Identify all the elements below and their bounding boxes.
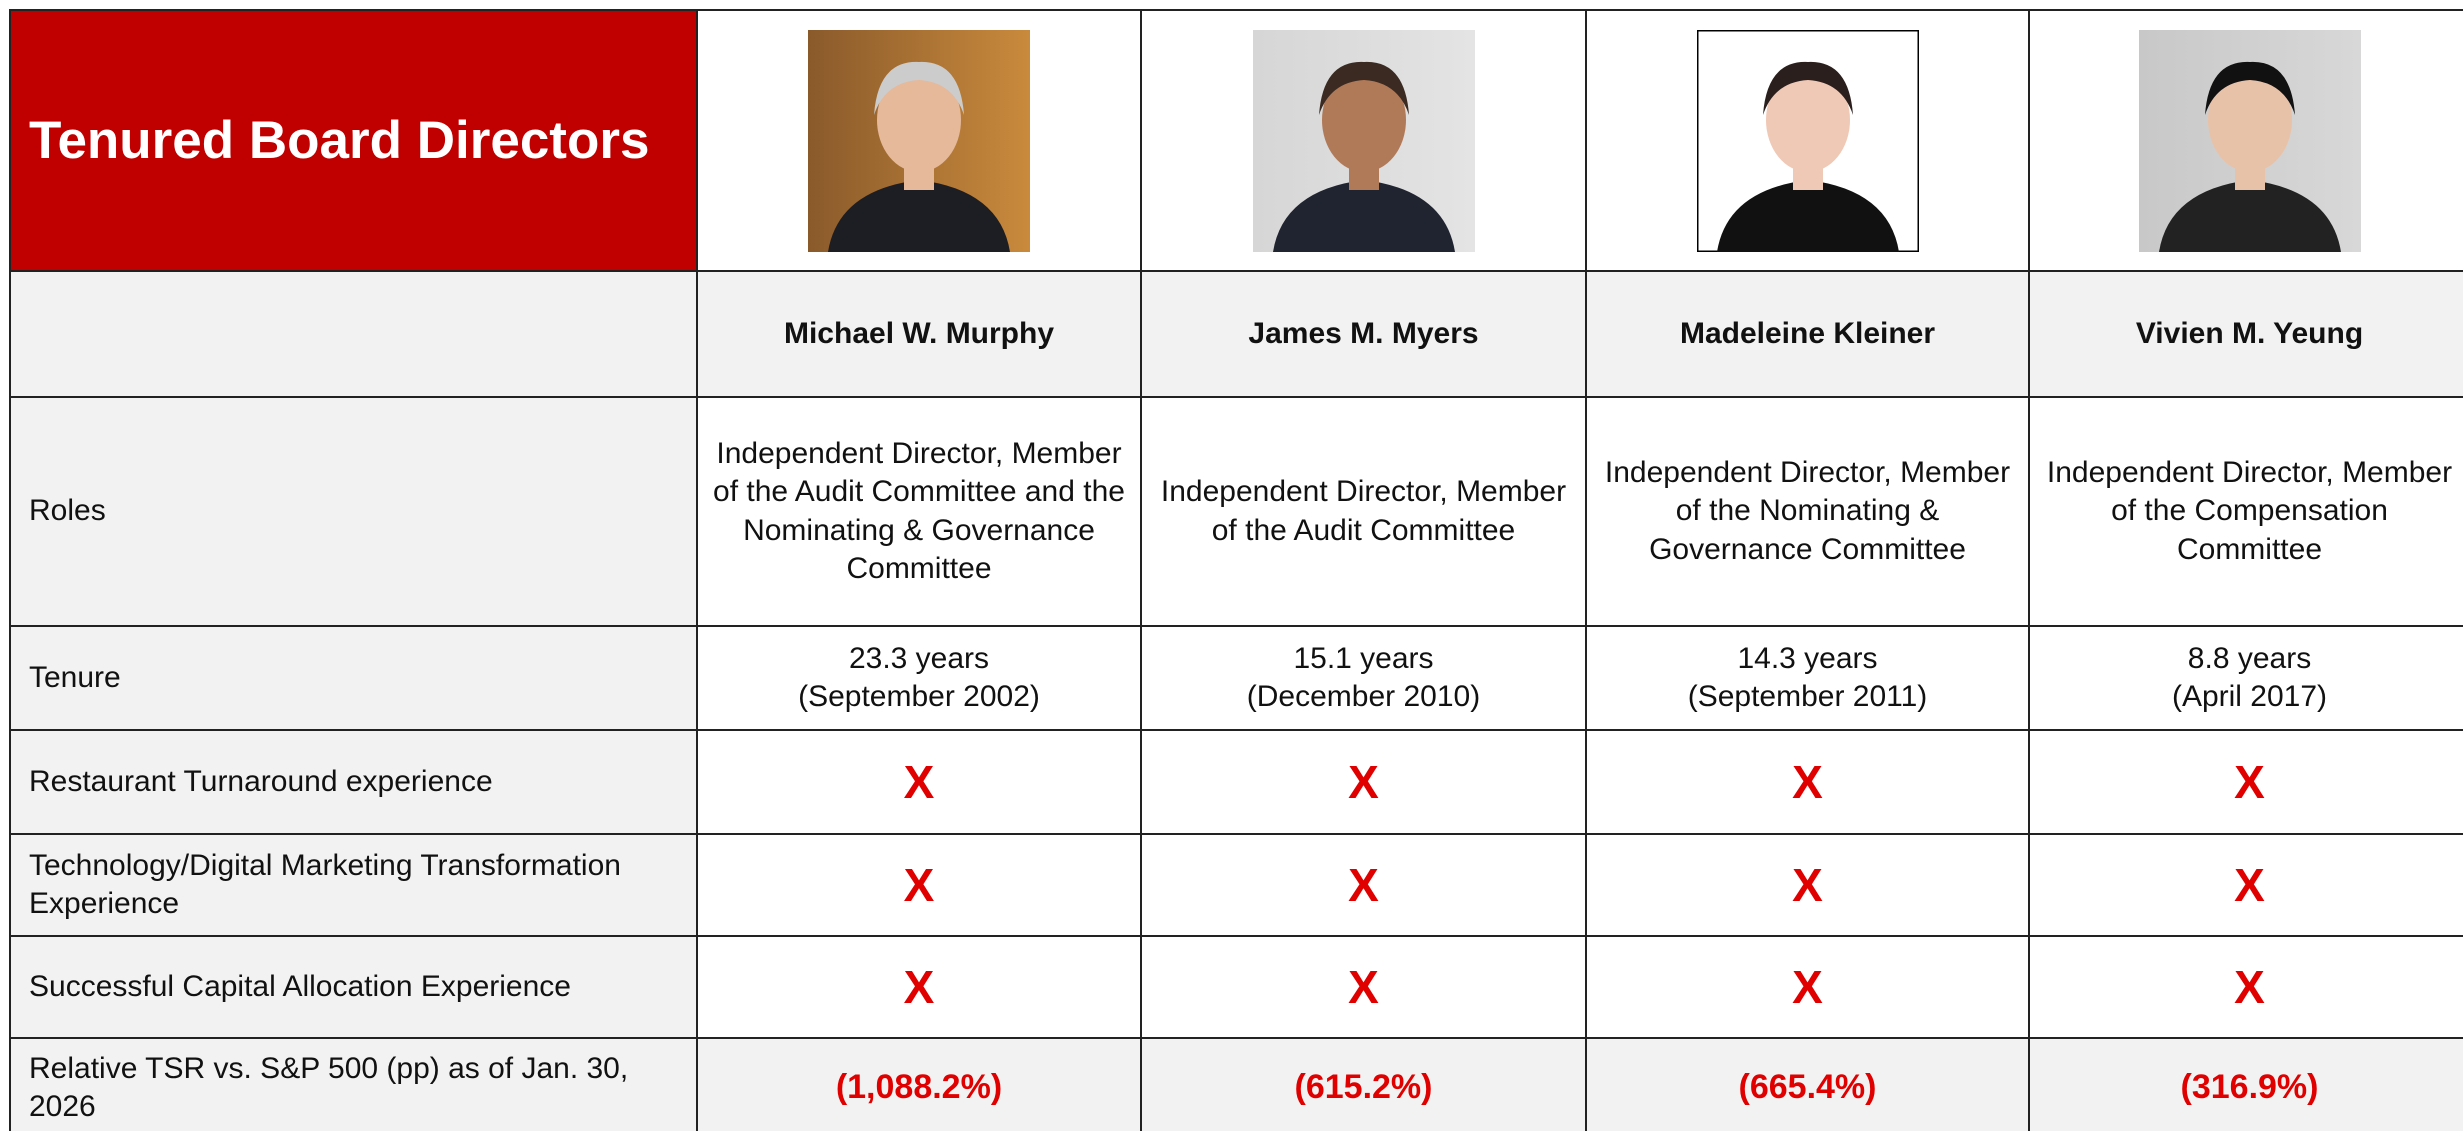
criteria-cell: X (697, 936, 1141, 1038)
x-mark: X (1792, 961, 1823, 1013)
table-row: Technology/Digital Marketing Transformat… (10, 834, 2463, 936)
tsr-cell: (665.4%) (1586, 1038, 2029, 1131)
director-photo (2139, 30, 2361, 252)
photo-cell (697, 10, 1141, 271)
criteria-cell: X (1141, 730, 1586, 834)
x-mark: X (1348, 756, 1379, 808)
director-name: James M. Myers (1141, 271, 1586, 397)
title: Tenured Board Directors (10, 10, 697, 271)
tenure-line: (April 2017) (2040, 678, 2459, 716)
criteria-cell: X (2029, 730, 2463, 834)
x-mark: X (2234, 961, 2265, 1013)
criteria-cell: X (1141, 834, 1586, 936)
tenure: 8.8 years(April 2017) (2029, 626, 2463, 730)
table-row: Relative TSR vs. S&P 500 (pp) as of Jan.… (10, 1038, 2463, 1131)
table-wrap: Tenured Board Directors Michael W. Murph… (9, 9, 2463, 1131)
criteria-cell: X (2029, 834, 2463, 936)
roles: Independent Director, Member of the Nomi… (1586, 397, 2029, 626)
roles: Independent Director, Member of the Audi… (697, 397, 1141, 626)
table-row: Tenured Board Directors (10, 10, 2463, 271)
director-name: Madeleine Kleiner (1586, 271, 2029, 397)
photo-cell (1141, 10, 1586, 271)
criteria-cell: X (697, 730, 1141, 834)
director-photo (1253, 30, 1475, 252)
tenure-line: 23.3 years (708, 640, 1130, 678)
tenure: 23.3 years(September 2002) (697, 626, 1141, 730)
photo-cell (2029, 10, 2463, 271)
row-label: Tenure (10, 626, 697, 730)
tsr-value: (316.9%) (2181, 1068, 2319, 1106)
director-name: Vivien M. Yeung (2029, 271, 2463, 397)
table-row: Successful Capital Allocation Experience… (10, 936, 2463, 1038)
x-mark: X (904, 859, 935, 911)
x-mark: X (2234, 756, 2265, 808)
x-mark: X (1348, 859, 1379, 911)
tenure-line: 15.1 years (1152, 640, 1575, 678)
photo-cell (1586, 10, 2029, 271)
page: Tenured Board Directors Michael W. Murph… (0, 0, 2463, 1131)
row-label: Restaurant Turnaround experience (10, 730, 697, 834)
criteria-cell: X (1586, 936, 2029, 1038)
criteria-cell: X (2029, 936, 2463, 1038)
tenure-line: (September 2002) (708, 678, 1130, 716)
criteria-cell: X (697, 834, 1141, 936)
tsr-cell: (1,088.2%) (697, 1038, 1141, 1131)
tsr-value: (665.4%) (1739, 1068, 1877, 1106)
tsr-cell: (316.9%) (2029, 1038, 2463, 1131)
x-mark: X (1792, 756, 1823, 808)
row-label: Relative TSR vs. S&P 500 (pp) as of Jan.… (10, 1038, 697, 1131)
tsr-value: (615.2%) (1295, 1068, 1433, 1106)
criteria-cell: X (1586, 730, 2029, 834)
row-label: Roles (10, 397, 697, 626)
tsr-cell: (615.2%) (1141, 1038, 1586, 1131)
tenure-line: 14.3 years (1597, 640, 2018, 678)
director-photo (808, 30, 1030, 252)
criteria-cell: X (1141, 936, 1586, 1038)
tenure-line: (September 2011) (1597, 678, 2018, 716)
director-name: Michael W. Murphy (697, 271, 1141, 397)
x-mark: X (1348, 961, 1379, 1013)
tsr-value: (1,088.2%) (836, 1068, 1002, 1106)
row-label: Technology/Digital Marketing Transformat… (10, 834, 697, 936)
directors-table: Tenured Board Directors Michael W. Murph… (9, 9, 2463, 1131)
table-row: Restaurant Turnaround experience X X X X (10, 730, 2463, 834)
tenure: 14.3 years(September 2011) (1586, 626, 2029, 730)
row-label: Successful Capital Allocation Experience (10, 936, 697, 1038)
x-mark: X (2234, 859, 2265, 911)
criteria-cell: X (1586, 834, 2029, 936)
x-mark: X (1792, 859, 1823, 911)
tenure-line: 8.8 years (2040, 640, 2459, 678)
roles: Independent Director, Member of the Audi… (1141, 397, 1586, 626)
label-cell (10, 271, 697, 397)
director-photo (1697, 30, 1919, 252)
tenure: 15.1 years(December 2010) (1141, 626, 1586, 730)
roles: Independent Director, Member of the Comp… (2029, 397, 2463, 626)
x-mark: X (904, 961, 935, 1013)
x-mark: X (904, 756, 935, 808)
tenure-line: (December 2010) (1152, 678, 1575, 716)
